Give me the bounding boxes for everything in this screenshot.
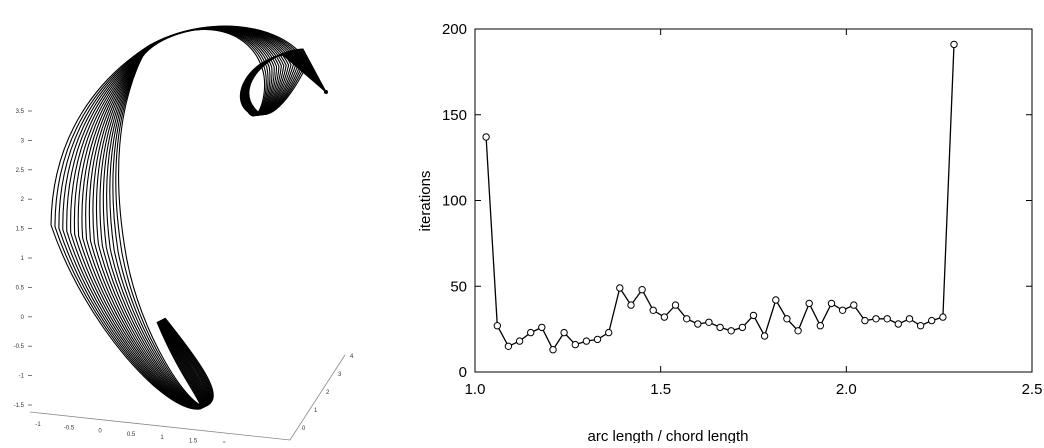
data-point: [895, 321, 901, 327]
data-point: [583, 338, 589, 344]
depth-tick-label: 2: [326, 390, 330, 396]
y-tick-label: 100: [442, 193, 467, 210]
x-tick-label: 2.5: [1022, 381, 1043, 398]
data-point: [739, 324, 745, 330]
x-tick-label: 1: [160, 435, 164, 441]
x-tick-label: -1: [35, 422, 41, 428]
vertical-tick-label: 0.5: [16, 285, 25, 291]
data-point: [940, 314, 946, 320]
data-point: [550, 347, 556, 353]
data-point: [528, 329, 534, 335]
vertical-tick-label: 1: [21, 256, 25, 262]
data-point: [594, 336, 600, 342]
series-line: [486, 44, 954, 349]
depth-tick-label: 3: [338, 372, 342, 378]
data-point: [695, 321, 701, 327]
x-tick-label: 1.0: [465, 381, 486, 398]
x-tick-label: 0: [98, 429, 102, 435]
vertical-tick-label: 1.5: [16, 227, 25, 233]
y-tick-label: 200: [442, 21, 467, 38]
vertical-tick-label: -1.5: [14, 403, 25, 409]
data-point: [617, 285, 623, 291]
data-point: [728, 328, 734, 334]
plot-frame: [475, 29, 1032, 372]
data-point: [561, 329, 567, 335]
data-point: [828, 300, 834, 306]
data-point: [839, 307, 845, 313]
data-point: [750, 312, 756, 318]
data-point: [516, 338, 522, 344]
iterations-chart: 1.0 1.5 2.0 2.5 0 50 100 150 200 arc length / ch…: [400, 0, 1044, 443]
vertical-tick-label: -0.5: [14, 344, 25, 350]
depth-tick-label: 4: [350, 354, 354, 360]
data-point: [906, 316, 912, 322]
data-point: [761, 333, 767, 339]
data-point: [505, 343, 511, 349]
data-point: [606, 329, 612, 335]
x-tick-label: 1.5: [650, 381, 671, 398]
surface-curve: [71, 27, 326, 408]
surface-lines: [51, 26, 328, 409]
y-tick-label: 150: [442, 107, 467, 124]
data-point: [929, 317, 935, 323]
data-point: [851, 302, 857, 308]
data-point: [784, 316, 790, 322]
x-tick-label: 1.5: [189, 439, 198, 444]
data-point: [817, 323, 823, 329]
x-axis-label: arc length / chord length: [588, 428, 749, 443]
data-point: [684, 316, 690, 322]
data-point: [650, 307, 656, 313]
vertical-tick-label: -1: [19, 374, 25, 380]
surface-3d-plot: -1.5 -1 -0.5 0 0.5 1 1.5 2 2.5 3 3.5 -1 -0.5 0 0.5 1 1.5…: [0, 0, 400, 443]
depth-axis-line: [290, 355, 345, 440]
data-point: [917, 323, 923, 329]
vertical-tick-label: 3: [21, 138, 25, 144]
x-tick-label: -0.5: [64, 425, 75, 431]
data-point: [672, 302, 678, 308]
data-point: [806, 300, 812, 306]
data-point: [539, 324, 545, 330]
x-tick-label: 0.5: [127, 432, 136, 438]
data-point: [661, 314, 667, 320]
y-axis-label: iterations: [417, 171, 434, 232]
data-point: [483, 134, 489, 140]
data-point: [717, 324, 723, 330]
y-tick-label: 0: [459, 364, 467, 381]
vertical-tick-label: 2.5: [16, 168, 25, 174]
data-point: [951, 41, 957, 47]
surface-curve: [116, 29, 326, 406]
data-point: [884, 316, 890, 322]
data-point: [773, 297, 779, 303]
data-point: [572, 341, 578, 347]
y-tick-label: 50: [450, 278, 467, 295]
line-chart: 1.0 1.5 2.0 2.5 0 50 100 150 200 arc length / ch…: [400, 0, 1044, 443]
series-points: [483, 41, 957, 353]
data-point: [628, 302, 634, 308]
data-point: [494, 323, 500, 329]
x-tick-label: 2.0: [836, 381, 857, 398]
data-point: [873, 316, 879, 322]
data-point: [706, 319, 712, 325]
surface-tip: [324, 90, 328, 94]
vertical-tick-label: 3.5: [16, 109, 25, 115]
data-point: [795, 328, 801, 334]
data-point: [639, 287, 645, 293]
depth-tick-label: 0: [302, 426, 306, 432]
depth-tick-label: 1: [314, 408, 318, 414]
vertical-tick-label: 0: [21, 315, 25, 321]
plot-border: [475, 29, 1032, 372]
series-polyline: [486, 44, 954, 349]
vertical-tick-label: 2: [21, 197, 25, 203]
data-point: [862, 317, 868, 323]
surface-3d-figure: -1.5 -1 -0.5 0 0.5 1 1.5 2 2.5 3 3.5 -1 -0.5 0 0.5 1 1.5…: [0, 0, 400, 443]
